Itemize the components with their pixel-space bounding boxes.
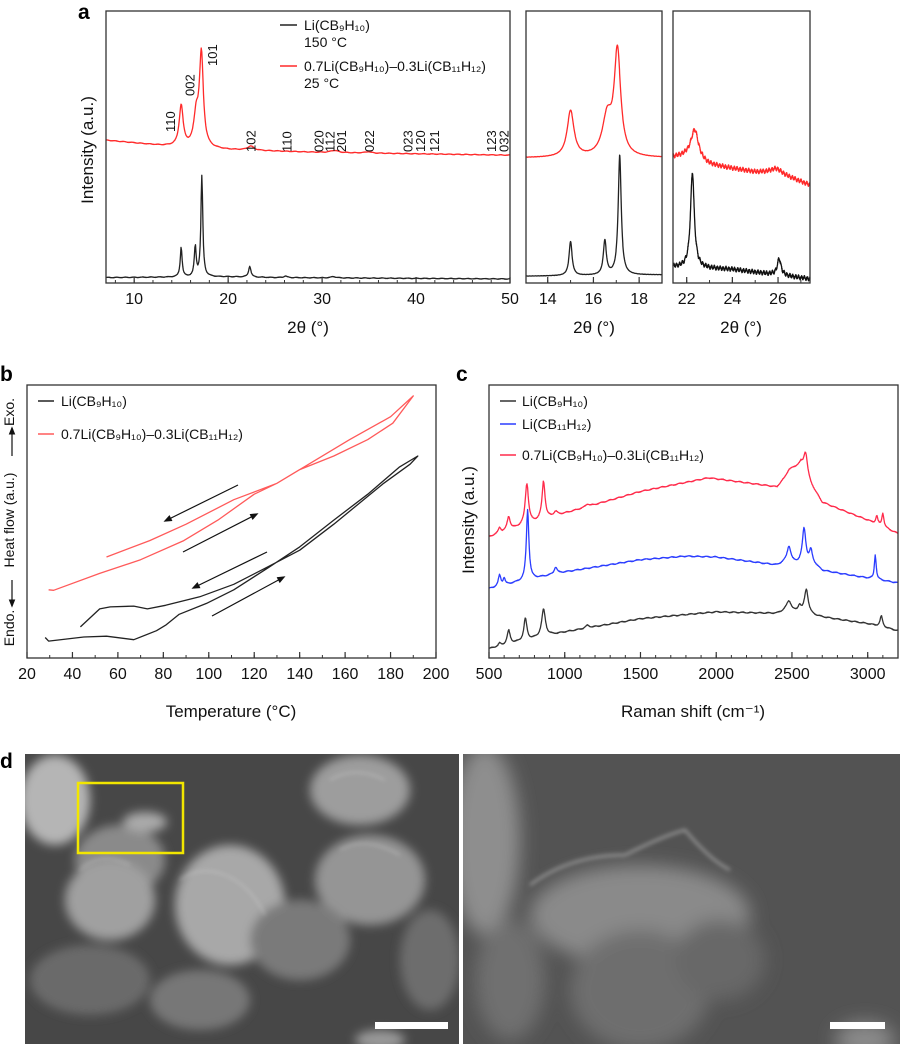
x-tick-label: 30 xyxy=(313,291,331,308)
series-line xyxy=(488,588,899,649)
raman-x-axis-label: Raman shift (cm⁻¹) xyxy=(621,702,765,721)
heating-arrow-icon xyxy=(211,576,286,617)
dsc-y-axis-label: Endo. Heat flow (a.u.) Exo. xyxy=(1,398,17,646)
x-tick-label: 22 xyxy=(678,291,696,308)
series-line xyxy=(48,395,414,591)
series-line xyxy=(44,455,419,642)
x-tick-label: 3000 xyxy=(850,666,886,683)
scale-bar xyxy=(830,1022,885,1029)
raman-plot: 500 1000 1500 2000 2500 3000 xyxy=(476,384,899,683)
legend-label: 0.7Li(CB₉H₁₀)–0.3Li(CB₁₁H₁₂) xyxy=(522,447,704,463)
legend-sublabel: 25 °C xyxy=(304,75,339,91)
x-tick-label: 14 xyxy=(539,291,557,308)
plot-frame xyxy=(488,384,899,659)
heat-flow-label: Heat flow (a.u.) xyxy=(1,473,17,568)
legend-label: 0.7Li(CB₉H₁₀)–0.3Li(CB₁₁H₁₂) xyxy=(304,58,486,74)
sem-image-overview xyxy=(25,754,459,1044)
hkl-label: 022 xyxy=(362,130,377,152)
panel-label-c: c xyxy=(456,363,468,386)
x-tick-label: 10 xyxy=(125,291,143,308)
panel-label-b: b xyxy=(0,363,13,386)
hkl-label: 121 xyxy=(427,130,442,152)
endo-label: Endo. xyxy=(1,610,17,647)
hkl-label: 112 xyxy=(323,131,338,152)
x-tick-label: 18 xyxy=(630,291,648,308)
raman-y-axis-label: Intensity (a.u.) xyxy=(459,466,478,574)
xrd-inset-14-19-plot: 14 16 18 xyxy=(525,10,663,308)
x-tick-label: 20 xyxy=(18,666,36,683)
scale-bar xyxy=(375,1022,448,1029)
series-line xyxy=(105,174,511,280)
panel-label-d: d xyxy=(0,750,13,773)
legend-label: 0.7Li(CB₉H₁₀)–0.3Li(CB₁₁H₁₂) xyxy=(61,426,243,442)
x-tick-label: 160 xyxy=(332,666,359,683)
series-line xyxy=(525,44,663,158)
series-line xyxy=(525,154,663,277)
plot-frame xyxy=(105,10,511,284)
heating-arrow-icon xyxy=(182,513,259,553)
x-tick-label: 80 xyxy=(154,666,172,683)
x-tick-label: 20 xyxy=(219,291,237,308)
xrd-inset2-x-axis-label: 2θ (°) xyxy=(720,318,762,337)
x-tick-label: 1500 xyxy=(623,666,659,683)
x-tick-label: 40 xyxy=(64,666,82,683)
hkl-label: 020 xyxy=(311,130,326,152)
legend-label: Li(CB₉H₁₀) xyxy=(61,393,127,409)
hkl-label: 002 xyxy=(183,74,198,96)
hkl-label: 120 xyxy=(413,130,428,152)
series-line xyxy=(672,172,811,282)
x-tick-label: 16 xyxy=(585,291,603,308)
sem-image-magnified xyxy=(463,754,900,1044)
x-tick-label: 1000 xyxy=(547,666,583,683)
xrd-legend: Li(CB₉H₁₀) 150 °C 0.7Li(CB₉H₁₀)–0.3Li(CB… xyxy=(280,17,486,91)
x-tick-label: 500 xyxy=(476,666,503,683)
hkl-label: 110 xyxy=(163,111,178,132)
dsc-direction-arrows xyxy=(163,484,286,617)
x-tick-label: 100 xyxy=(195,666,222,683)
xrd-inset1-x-axis-label: 2θ (°) xyxy=(573,318,615,337)
xrd-y-axis-label: Intensity (a.u.) xyxy=(78,96,97,204)
x-tick-label: 140 xyxy=(286,666,313,683)
exo-label: Exo. xyxy=(1,398,17,426)
hkl-label: 102 xyxy=(244,130,259,152)
legend-label: Li(CB₉H₁₀) xyxy=(304,17,370,33)
panel-label-a: a xyxy=(78,1,90,24)
xrd-x-axis-label: 2θ (°) xyxy=(287,318,329,337)
plot-frame xyxy=(672,10,811,284)
xrd-inset-21-27-plot: 22 24 26 xyxy=(672,10,811,308)
raman-legend: Li(CB₉H₁₀) Li(CB₁₁H₁₂) 0.7Li(CB₉H₁₀)–0.3… xyxy=(500,393,704,463)
hkl-label: 110 xyxy=(279,131,294,152)
x-tick-label: 2000 xyxy=(698,666,734,683)
x-tick-label: 50 xyxy=(501,291,519,308)
hkl-label: 201 xyxy=(334,130,349,152)
x-tick-label: 200 xyxy=(423,666,450,683)
zoom-region-highlight xyxy=(76,781,185,855)
cooling-arrow-icon xyxy=(191,551,268,589)
x-tick-label: 24 xyxy=(723,291,741,308)
series-line xyxy=(105,47,511,157)
dsc-plot: 20 40 60 80 100 120 140 160 180 200 xyxy=(18,384,450,683)
series-line xyxy=(488,451,899,537)
x-tick-label: 2500 xyxy=(774,666,810,683)
legend-label: Li(CB₉H₁₀) xyxy=(522,393,588,409)
series-line xyxy=(488,508,899,589)
x-tick-label: 60 xyxy=(109,666,127,683)
hkl-label: 032 xyxy=(496,130,511,152)
x-tick-label: 26 xyxy=(769,291,787,308)
dsc-legend: Li(CB₉H₁₀) 0.7Li(CB₉H₁₀)–0.3Li(CB₁₁H₁₂) xyxy=(38,393,243,442)
hkl-label: 101 xyxy=(205,44,220,66)
legend-label: Li(CB₁₁H₁₂) xyxy=(522,416,591,432)
hkl-label: 023 xyxy=(401,130,416,152)
dsc-x-axis-label: Temperature (°C) xyxy=(166,702,297,721)
x-tick-label: 180 xyxy=(377,666,404,683)
series-line xyxy=(672,127,811,187)
legend-sublabel: 150 °C xyxy=(304,34,347,50)
cooling-arrow-icon xyxy=(163,484,239,522)
x-tick-label: 120 xyxy=(241,666,268,683)
x-tick-label: 40 xyxy=(407,291,425,308)
hkl-label: 123 xyxy=(484,130,499,152)
